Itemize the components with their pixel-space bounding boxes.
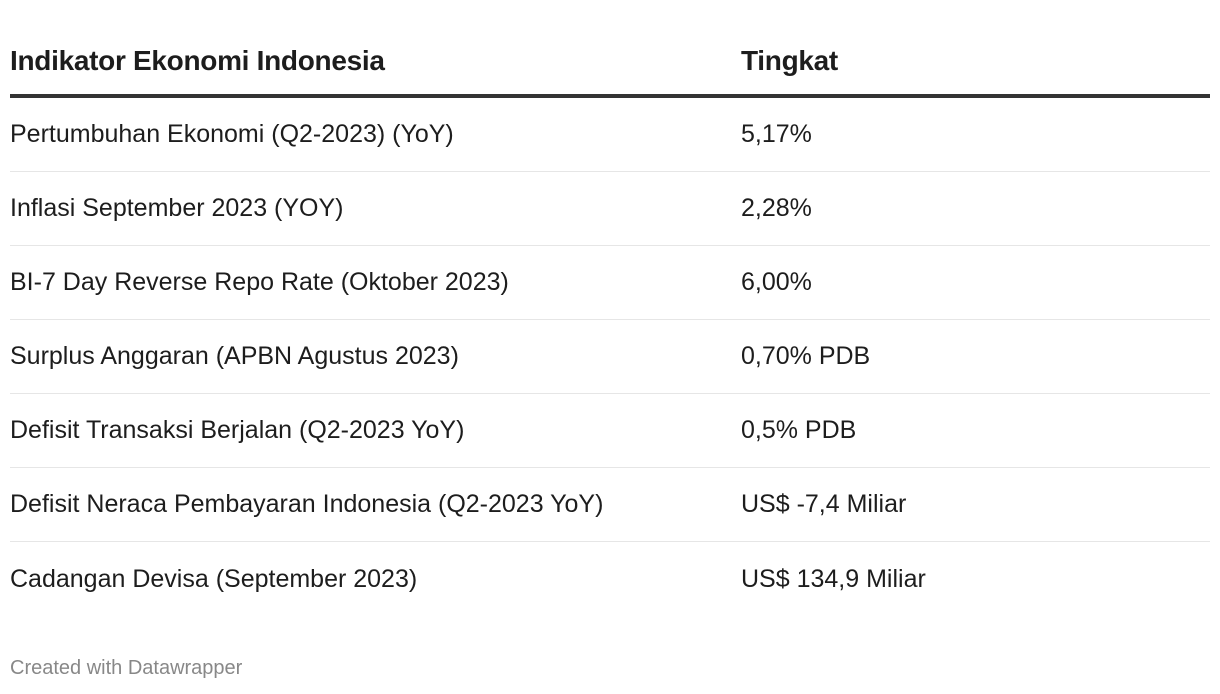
data-table: Indikator Ekonomi Indonesia Tingkat Pert… [10,28,1210,616]
table-header-row: Indikator Ekonomi Indonesia Tingkat [10,28,1210,98]
indicator-cell: Inflasi September 2023 (YOY) [10,194,344,222]
datawrapper-credit[interactable]: Created with Datawrapper [10,657,243,679]
indicator-cell: Defisit Transaksi Berjalan (Q2-2023 YoY) [10,416,465,444]
rate-cell: 0,70% PDB [741,342,871,370]
table-body: Pertumbuhan Ekonomi (Q2-2023) (YoY) 5,17… [10,98,1210,616]
table-row: BI-7 Day Reverse Repo Rate (Oktober 2023… [10,246,1210,320]
indicator-cell: Cadangan Devisa (September 2023) [10,564,418,593]
table-row: Inflasi September 2023 (YOY) 2,28% [10,172,1210,246]
column-header-indicator: Indikator Ekonomi Indonesia [10,45,385,76]
column-header-rate: Tingkat [741,45,838,76]
rate-cell: US$ -7,4 Miliar [741,490,907,518]
indicator-cell: Defisit Neraca Pembayaran Indonesia (Q2-… [10,490,604,518]
rate-cell: US$ 134,9 Miliar [741,564,926,593]
rate-cell: 5,17% [741,120,812,148]
table-row: Defisit Neraca Pembayaran Indonesia (Q2-… [10,468,1210,542]
rate-cell: 6,00% [741,268,812,296]
rate-cell: 0,5% PDB [741,416,857,444]
table-row: Surplus Anggaran (APBN Agustus 2023) 0,7… [10,320,1210,394]
table-row: Defisit Transaksi Berjalan (Q2-2023 YoY)… [10,394,1210,468]
indicator-cell: BI-7 Day Reverse Repo Rate (Oktober 2023… [10,268,509,296]
table-row: Cadangan Devisa (September 2023) US$ 134… [10,542,1210,616]
indicator-cell: Surplus Anggaran (APBN Agustus 2023) [10,342,459,370]
rate-cell: 2,28% [741,194,812,222]
table-row: Pertumbuhan Ekonomi (Q2-2023) (YoY) 5,17… [10,98,1210,172]
indicator-cell: Pertumbuhan Ekonomi (Q2-2023) (YoY) [10,120,454,148]
